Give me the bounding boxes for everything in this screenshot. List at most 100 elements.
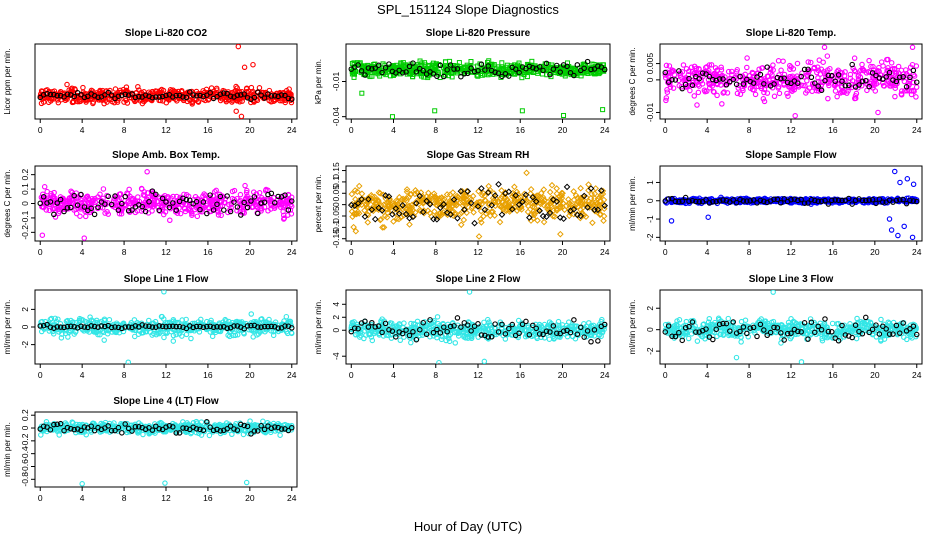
data-point xyxy=(522,197,530,204)
reference-point xyxy=(774,196,781,203)
data-point xyxy=(147,329,154,335)
reference-point xyxy=(265,323,271,330)
reference-point xyxy=(564,63,570,70)
reference-point xyxy=(601,66,608,73)
outlier-point xyxy=(432,108,438,114)
data-point xyxy=(76,315,83,322)
data-point xyxy=(489,208,497,215)
reference-point xyxy=(710,76,716,83)
reference-point xyxy=(91,323,98,330)
reference-point xyxy=(798,196,804,203)
data-point xyxy=(815,75,821,81)
reference-point xyxy=(153,191,159,198)
reference-point xyxy=(395,210,403,217)
reference-point xyxy=(798,73,804,80)
reference-point xyxy=(478,185,485,192)
data-point xyxy=(72,86,78,92)
data-point xyxy=(866,57,872,64)
data-point xyxy=(496,218,504,226)
reference-point xyxy=(71,192,77,199)
data-point xyxy=(82,213,89,220)
reference-point xyxy=(754,74,760,80)
reference-point xyxy=(460,206,468,213)
reference-point xyxy=(427,317,433,323)
data-point xyxy=(242,182,248,189)
reference-point xyxy=(577,324,584,331)
reference-point xyxy=(265,191,271,198)
reference-point xyxy=(217,324,224,330)
data-point xyxy=(208,317,214,324)
data-point xyxy=(434,199,442,207)
data-point xyxy=(460,196,467,204)
data-point xyxy=(696,195,703,202)
reference-point xyxy=(255,89,261,95)
reference-point xyxy=(508,205,516,213)
y-tick-label: -0.2 xyxy=(20,225,30,240)
reference-point xyxy=(468,65,474,71)
reference-point xyxy=(502,331,509,337)
reference-point xyxy=(757,71,764,78)
data-point xyxy=(462,335,469,341)
data-point xyxy=(68,89,75,95)
reference-point xyxy=(512,192,519,199)
data-point xyxy=(799,70,805,76)
reference-point xyxy=(526,332,533,338)
data-point xyxy=(68,188,74,195)
data-point xyxy=(686,78,692,85)
reference-point xyxy=(689,197,696,204)
reference-point xyxy=(495,329,502,335)
reference-point xyxy=(47,199,54,205)
reference-point xyxy=(210,207,217,213)
reference-point xyxy=(533,325,539,332)
data-point xyxy=(231,196,238,203)
panel-title: Slope Line 1 Flow xyxy=(124,274,209,285)
data-point xyxy=(509,192,516,200)
reference-point xyxy=(676,198,682,205)
data-point xyxy=(288,91,294,98)
outlier-point xyxy=(380,224,388,231)
x-tick-label: 24 xyxy=(600,125,610,135)
data-point xyxy=(664,87,670,93)
reference-point xyxy=(536,207,543,215)
reference-point xyxy=(519,198,526,206)
x-tick-label: 8 xyxy=(122,125,127,135)
data-point xyxy=(370,205,377,213)
reference-point xyxy=(214,323,220,330)
reference-point xyxy=(382,192,389,199)
reference-point xyxy=(441,324,447,330)
reference-point xyxy=(832,78,838,85)
data-point xyxy=(234,85,240,91)
reference-point xyxy=(669,76,675,83)
data-point xyxy=(207,198,214,205)
reference-point xyxy=(207,323,213,330)
data-point xyxy=(524,208,532,216)
data-point xyxy=(170,338,177,344)
reference-point xyxy=(81,204,88,210)
x-tick-label: 0 xyxy=(38,247,43,257)
data-point xyxy=(834,93,840,100)
reference-point xyxy=(495,180,502,188)
data-point xyxy=(401,320,407,326)
data-point xyxy=(405,327,411,334)
data-point xyxy=(394,198,401,205)
reference-point xyxy=(105,193,111,200)
data-point xyxy=(764,73,771,79)
data-point xyxy=(499,60,505,66)
data-point xyxy=(135,84,141,90)
reference-point xyxy=(61,208,67,215)
data-point xyxy=(48,193,54,199)
data-point xyxy=(411,321,417,327)
reference-point xyxy=(492,69,498,76)
reference-point xyxy=(672,198,679,205)
data-point xyxy=(248,311,255,317)
reference-point xyxy=(224,193,230,199)
reference-point xyxy=(581,65,587,72)
data-point xyxy=(459,190,466,197)
data-point xyxy=(744,64,750,71)
reference-point xyxy=(451,323,457,329)
x-tick-label: 12 xyxy=(161,247,171,257)
reference-point xyxy=(241,199,247,206)
panel-title: Slope Amb. Box Temp. xyxy=(112,150,220,161)
reference-point xyxy=(258,324,264,330)
data-point xyxy=(88,317,95,323)
